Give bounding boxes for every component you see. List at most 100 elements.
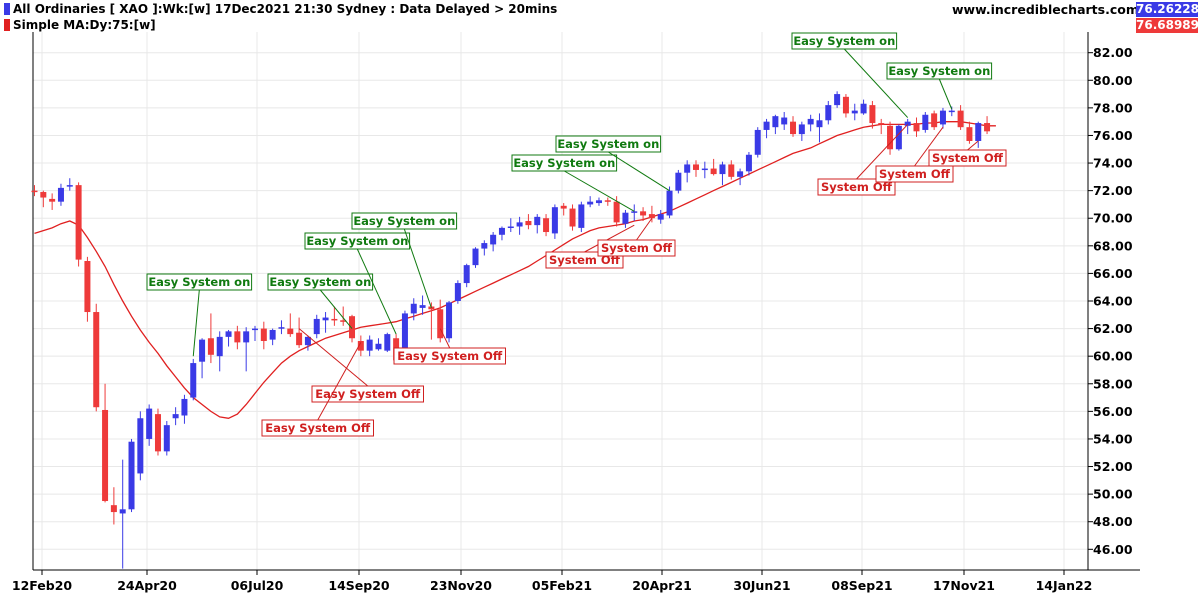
candle-body [922, 114, 929, 130]
candle-body [181, 398, 188, 416]
candle-body [31, 190, 38, 193]
candle-body [75, 185, 82, 260]
candle-body [701, 168, 708, 171]
easy-system-on-label: Easy System on [513, 156, 615, 170]
candle-body [693, 164, 699, 170]
candle-body [507, 226, 514, 229]
candle-body [84, 260, 91, 313]
candle-body [463, 265, 470, 284]
candle-body [948, 110, 955, 113]
system-off-label: System Off [821, 180, 893, 194]
candle-body [807, 118, 814, 125]
site-url[interactable]: www.incrediblecharts.com [952, 2, 1139, 17]
x-tick-label: 05Feb21 [532, 578, 592, 593]
candle-body [957, 110, 964, 128]
candle-body [878, 123, 885, 125]
annotation-leader [856, 124, 909, 180]
price-series-swatch [4, 3, 10, 15]
annotation-box [261, 419, 374, 437]
candle-body [234, 331, 241, 343]
candle-body [331, 318, 338, 321]
candle-body [199, 339, 206, 362]
system-off-label: Easy System Off [265, 421, 371, 435]
y-tick-label: 56.00 [1093, 404, 1133, 419]
candle-body [119, 509, 126, 514]
annotation-box [393, 347, 506, 365]
candle-body [569, 208, 576, 227]
candle-body [340, 320, 347, 322]
candle-body [225, 331, 232, 337]
easy-system-on-label: Easy System on [306, 234, 408, 248]
candle-body [260, 328, 267, 342]
y-tick-label: 48.00 [1093, 514, 1133, 529]
candle-body [551, 207, 558, 234]
candle-body [437, 309, 444, 339]
candle-body [842, 96, 849, 114]
y-tick-label: 74.00 [1093, 156, 1133, 171]
easy-system-on-label: Easy System on [353, 214, 455, 228]
y-tick-label: 76.00 [1093, 128, 1133, 143]
candle-body [613, 201, 620, 223]
candle-body [278, 327, 285, 329]
y-tick-label: 52.00 [1093, 459, 1133, 474]
candle-body [102, 409, 109, 502]
y-tick-label: 50.00 [1093, 487, 1133, 502]
candle-body [419, 305, 426, 308]
y-tick-label: 80.00 [1093, 73, 1133, 88]
annotation-box [886, 62, 993, 80]
ma-series-swatch [4, 19, 10, 31]
candle-body [296, 332, 303, 346]
y-tick-label: 60.00 [1093, 349, 1133, 364]
chart-title-text: All Ordinaries [ XAO ]:Wk:[w] 17Dec2021 … [13, 2, 558, 16]
candle-body [684, 164, 691, 173]
candle-body [719, 164, 726, 175]
annotation-leader [967, 140, 979, 151]
ma-legend: Simple MA:Dy:75:[w] [4, 18, 156, 32]
x-tick-label: 08Sep21 [831, 578, 892, 593]
candle-body [40, 192, 47, 198]
annotation-leader [356, 248, 397, 335]
candle-body [252, 328, 258, 331]
candle-body [754, 129, 761, 155]
candle-body [287, 328, 294, 335]
candle-body [57, 187, 64, 202]
candle-body [525, 220, 532, 226]
annotation-leader [319, 289, 353, 329]
candle-body [137, 418, 144, 474]
annotation-box [304, 232, 411, 250]
system-off-label: Easy System Off [397, 349, 503, 363]
candle-body [322, 317, 329, 321]
x-tick-label: 06Jul20 [231, 578, 284, 593]
candle-body [207, 338, 214, 355]
candle-body [816, 120, 823, 128]
candle-body [772, 116, 779, 128]
candle-body [410, 303, 417, 314]
candle-body [737, 171, 744, 177]
system-off-label: Easy System Off [315, 387, 421, 401]
candle-body [446, 302, 453, 339]
candle-body [543, 218, 550, 233]
annotation-box [555, 135, 662, 153]
candle-body [587, 201, 594, 205]
y-tick-label: 70.00 [1093, 211, 1133, 226]
candle-body [631, 211, 638, 213]
candle-body [798, 124, 805, 135]
y-tick-label: 58.00 [1093, 376, 1133, 391]
candle-body [472, 248, 479, 266]
candle-body [640, 211, 647, 216]
candle-body [622, 212, 629, 224]
candle-body [913, 123, 920, 132]
candle-body [790, 121, 797, 135]
candle-body [763, 121, 770, 130]
x-tick-label: 30Jun21 [733, 578, 790, 593]
x-tick-label: 14Jan22 [1036, 578, 1093, 593]
system-off-label: System Off [601, 241, 673, 255]
candle-body [887, 125, 894, 150]
system-off-label: System Off [879, 167, 951, 181]
candle-body [895, 125, 902, 150]
candle-body [172, 414, 179, 419]
candle-body [781, 117, 788, 125]
candle-body [349, 316, 356, 339]
candle-body [375, 343, 382, 350]
